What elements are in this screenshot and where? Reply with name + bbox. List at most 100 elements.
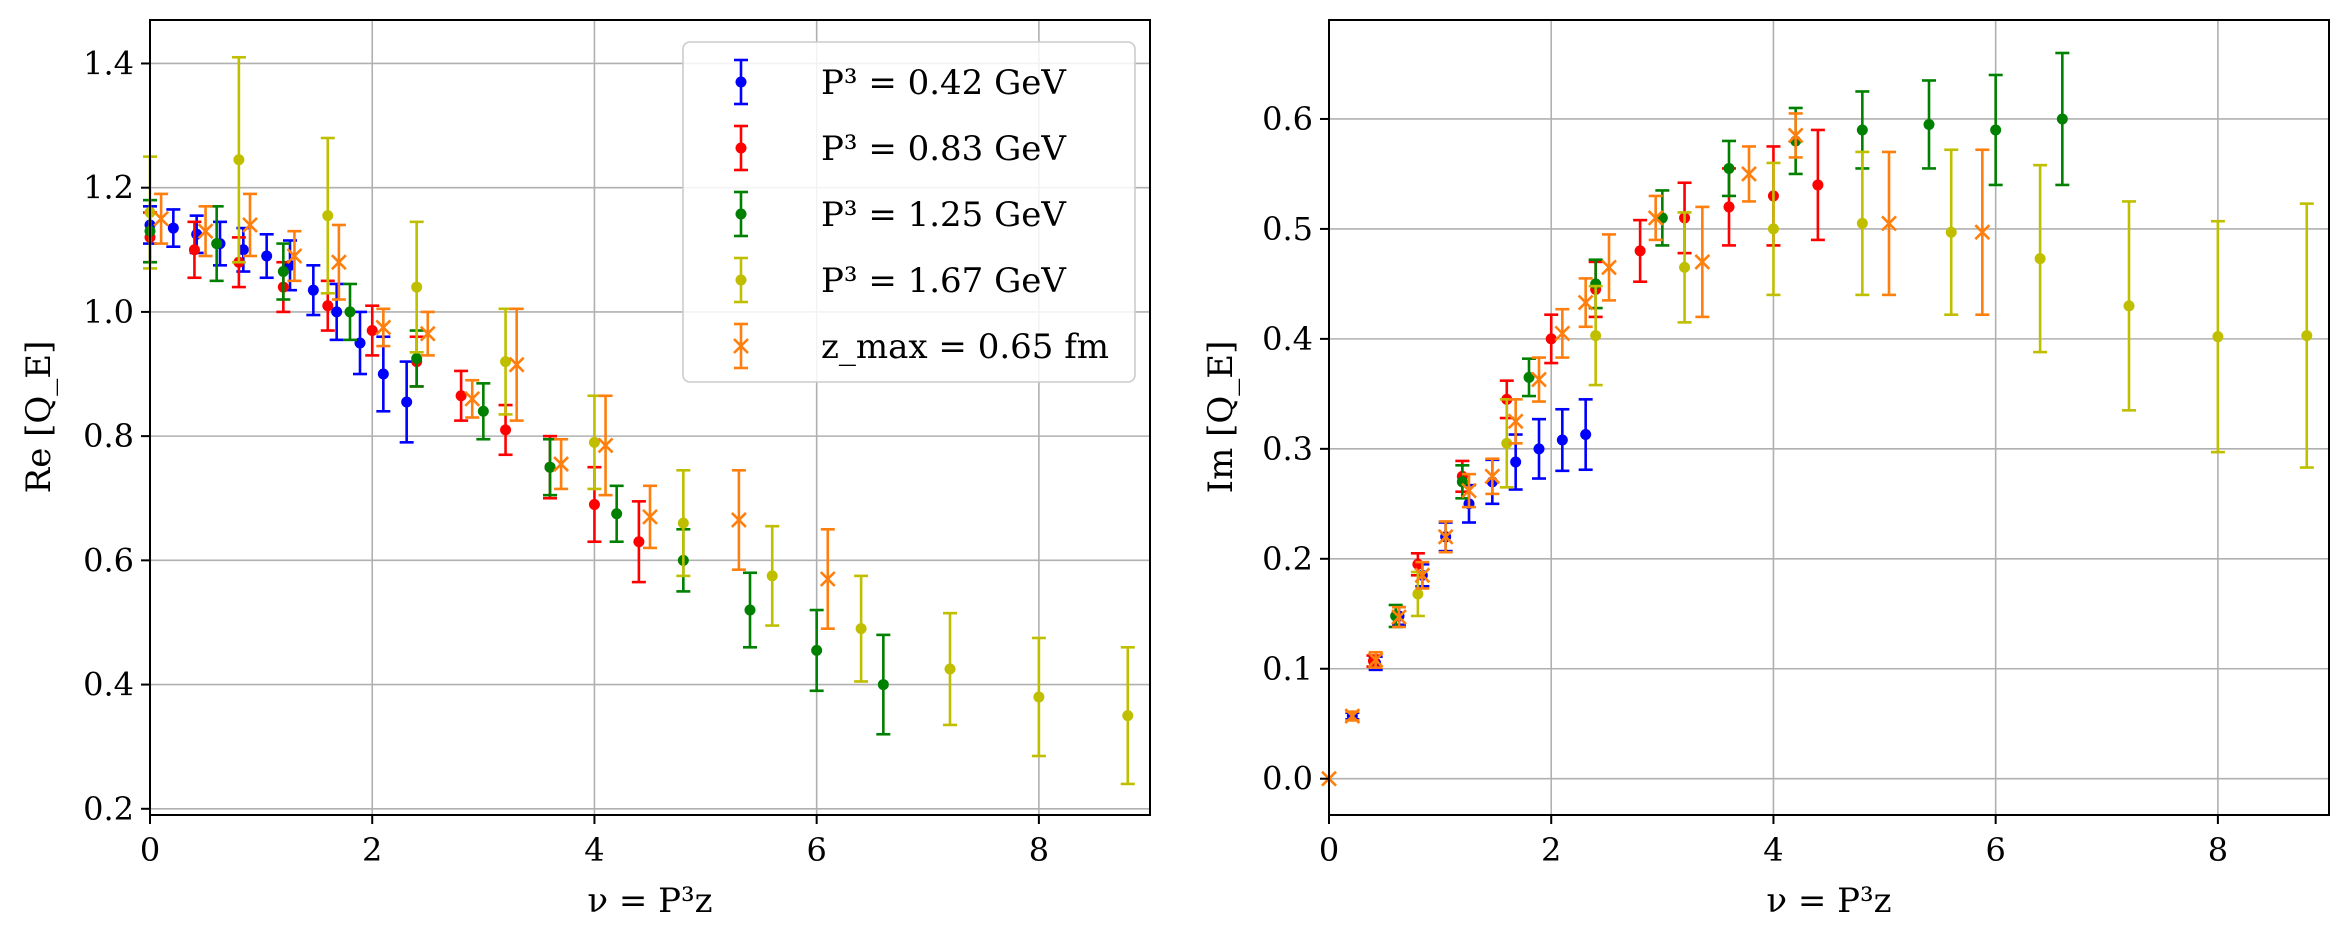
data-point — [500, 424, 512, 436]
data-point-x — [1787, 127, 1804, 144]
data-point — [2056, 113, 2068, 125]
data-point — [1767, 223, 1779, 235]
left-y-tick-label: 1.0 — [83, 293, 134, 331]
legend-entry: P³ = 1.25 GeV — [734, 190, 1067, 238]
left-x-tick-label: 4 — [584, 831, 604, 869]
data-point — [344, 306, 356, 318]
right-series-p-0-42-gev — [1345, 398, 1593, 722]
right-y-tick-label: 0.3 — [1262, 430, 1313, 468]
data-point — [811, 644, 823, 656]
data-point — [744, 604, 756, 616]
data-point — [588, 498, 600, 510]
data-point — [1856, 124, 1868, 136]
data-point-x — [197, 223, 214, 240]
data-point — [677, 517, 689, 529]
right-y-tick-label: 0.5 — [1262, 210, 1313, 248]
data-point-x — [1974, 224, 1991, 241]
legend-label: P³ = 0.42 GeV — [821, 63, 1067, 103]
data-point — [1580, 429, 1592, 441]
data-point — [1501, 437, 1513, 449]
data-point — [411, 281, 423, 293]
data-point-x — [1577, 294, 1594, 311]
data-point-x — [330, 254, 347, 271]
data-point — [611, 508, 623, 520]
right-y-tick-label: 0.6 — [1262, 100, 1313, 138]
left-panel-re-qe: 0 2 4 6 8 0.2 0.4 0.6 0.8 1.0 1.2 1.4 ν = P³z Re [Q… — [19, 19, 1151, 921]
data-point — [1679, 261, 1691, 273]
right-series-p-0-83-gev — [1366, 128, 1825, 668]
data-point — [633, 536, 645, 548]
data-point — [1634, 245, 1646, 257]
legend-label: P³ = 0.83 GeV — [821, 129, 1067, 169]
right-series-z-max-0-65-fm — [1321, 112, 1991, 787]
right-ticks: 0 2 4 6 8 0.0 0.1 0.2 0.3 0.4 0.5 0.6 — [1262, 100, 2228, 869]
data-point-x — [1507, 413, 1524, 430]
right-series-p-1-67-gev — [1410, 148, 2314, 618]
data-point — [477, 405, 489, 417]
right-y-tick-label: 0.0 — [1262, 760, 1313, 798]
data-point — [1856, 217, 1868, 229]
data-point-x — [819, 571, 836, 587]
right-x-tick-label: 0 — [1319, 831, 1339, 869]
right-x-tick-label: 6 — [1985, 831, 2005, 869]
data-point — [354, 337, 366, 349]
right-y-tick-label: 0.1 — [1262, 650, 1313, 688]
data-point-x — [1391, 609, 1407, 625]
data-point — [1412, 588, 1424, 600]
data-point — [1990, 124, 2002, 136]
data-point — [307, 284, 319, 296]
data-point — [1510, 456, 1522, 468]
data-point — [167, 222, 179, 234]
data-point — [1923, 118, 1935, 130]
legend-entry: z_max = 0.65 fm — [733, 322, 1109, 370]
right-grid — [1328, 20, 2329, 815]
right-y-tick-label: 0.2 — [1262, 540, 1313, 578]
data-point-x — [419, 325, 436, 342]
data-point-x — [1437, 528, 1454, 545]
data-point — [1533, 443, 1545, 455]
legend-entry: P³ = 0.42 GeV — [734, 58, 1067, 106]
data-point-x — [1647, 210, 1664, 226]
data-point-x — [1414, 567, 1431, 584]
right-axes-frame — [1328, 19, 2330, 816]
legend-entry: P³ = 1.67 GeV — [734, 256, 1067, 304]
data-point-x — [642, 508, 658, 525]
data-point-x — [553, 456, 570, 473]
data-point — [2034, 253, 2046, 265]
left-x-axis-label: ν = P³z — [587, 881, 712, 921]
left-x-tick-label: 6 — [806, 831, 826, 869]
legend-label: P³ = 1.25 GeV — [821, 195, 1067, 235]
left-series-p-0-83-gev — [143, 211, 646, 584]
data-point — [322, 210, 334, 222]
data-point — [1033, 691, 1045, 703]
data-point-x — [1484, 468, 1501, 485]
data-point — [237, 244, 249, 256]
right-y-axis-label: Im [Q_E] — [1201, 341, 1241, 494]
data-point-x — [1461, 482, 1477, 499]
data-point — [2123, 300, 2135, 312]
data-point — [1122, 710, 1134, 722]
right-panel-im-qe: 0 2 4 6 8 0.0 0.1 0.2 0.3 0.4 0.5 0.6 ν = P³z Im [Q… — [1201, 19, 2330, 921]
data-point — [401, 396, 413, 408]
data-point — [500, 356, 512, 368]
left-series-z-max-0-65-fm — [153, 192, 836, 630]
data-point — [766, 570, 778, 582]
data-point — [1723, 201, 1735, 213]
right-series — [1321, 51, 2314, 787]
data-point — [233, 154, 245, 166]
data-point-x — [1367, 652, 1384, 668]
data-point — [377, 368, 389, 380]
legend-box — [682, 41, 1136, 383]
data-point-x — [375, 319, 392, 336]
data-point-x — [1531, 371, 1547, 388]
legend: P³ = 0.42 GeV P³ = 0.83 GeV P³ = 1.25 GeV P… — [682, 41, 1136, 383]
data-point — [1590, 330, 1602, 342]
data-point-x — [464, 390, 481, 407]
data-point — [211, 238, 223, 250]
left-y-tick-label: 0.8 — [83, 417, 134, 455]
right-x-tick-label: 4 — [1763, 831, 1783, 869]
data-point-x — [508, 356, 525, 373]
data-point-x — [1881, 215, 1897, 232]
left-y-tick-label: 0.2 — [83, 790, 134, 828]
data-point — [1945, 226, 1957, 238]
